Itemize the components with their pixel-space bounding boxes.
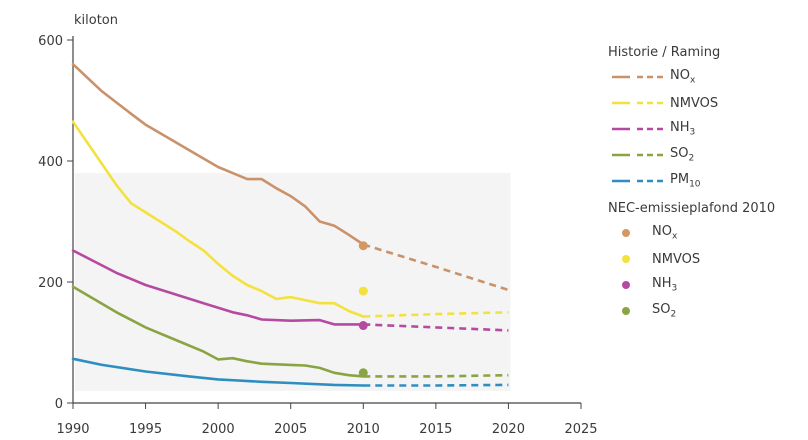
legend-label: NMVOS [670, 95, 719, 111]
y-tick-label: 600 [38, 34, 63, 49]
x-tick-label: 2005 [274, 422, 307, 437]
legend-dot-swatch [622, 229, 630, 237]
emissions-chart: kiloton 0 200 400 600 1990 1995 2000 2005 2010 20… [38, 13, 597, 437]
y-axis-unit-label: kiloton [74, 13, 118, 28]
legend-dot-swatch [622, 281, 630, 289]
nec-ceiling-nh3-dot [358, 321, 368, 331]
legend-label: PM10 [670, 172, 701, 190]
axes: 0 200 400 600 1990 1995 2000 2005 2010 2015 2020 20… [38, 34, 597, 437]
legend-ceiling-entry: SO2 [608, 298, 803, 324]
legend-label: NH3 [652, 276, 678, 294]
series-layer [71, 62, 509, 387]
legend-line-swatch [612, 101, 664, 105]
legend-ceiling-entries: NOx NMVOS NH3 SO2 [608, 220, 803, 324]
series-pm10-history-line [71, 357, 365, 387]
legend-line-swatch [612, 179, 664, 183]
legend-line-entries: NOx NMVOS NH3 SO2 PM10 [608, 64, 803, 194]
legend-dot-swatch [622, 255, 630, 263]
legend-entry: NH3 [608, 116, 803, 142]
plot-shading [75, 173, 511, 391]
series-nmvos-history-line [71, 120, 365, 318]
y-tick-label: 200 [38, 276, 63, 291]
series-nox-history-line [71, 62, 365, 246]
x-tick-label: 2000 [202, 422, 235, 437]
legend-label: NH3 [670, 120, 696, 138]
plot-background [75, 173, 511, 391]
series-nmvos-projection-line [363, 311, 509, 318]
series-nox-projection-line [362, 243, 509, 292]
y-tick-label: 400 [38, 155, 63, 170]
legend-line-swatch [612, 153, 664, 157]
x-tick-label: 1990 [56, 422, 89, 437]
legend-ceiling-entry: NMVOS [608, 246, 803, 272]
legend-entry: NOx [608, 64, 803, 90]
nec-ceiling-markers [358, 241, 368, 378]
legend-label: SO2 [670, 146, 695, 164]
legend-label: SO2 [652, 302, 677, 320]
legend-label: NMVOS [652, 251, 701, 267]
x-tick-label: 2015 [419, 422, 452, 437]
legend-heading-history: Historie / Raming [608, 45, 721, 60]
legend-ceiling-entry: NH3 [608, 272, 803, 298]
x-tick-label: 2020 [492, 422, 525, 437]
legend-entry: NMVOS [608, 90, 803, 116]
legend-ceiling-entry: NOx [608, 220, 803, 246]
y-tick-label: 0 [55, 397, 63, 412]
legend-label: NOx [670, 68, 696, 86]
nec-ceiling-nmvos-dot [358, 286, 368, 296]
nec-ceiling-so2-dot [358, 368, 368, 378]
legend-line-swatch [612, 75, 664, 79]
legend-entry: PM10 [608, 168, 803, 194]
legend-line-swatch [612, 127, 664, 131]
x-tick-label: 2025 [564, 422, 597, 437]
x-tick-label: 2010 [347, 422, 380, 437]
legend-heading-ceiling: NEC-emissieplafond 2010 [608, 201, 776, 216]
nec-ceiling-nox-dot [358, 241, 368, 251]
series-so2-history-line [71, 285, 365, 378]
x-tick-label: 1995 [129, 422, 162, 437]
series-nh3-history-line [71, 249, 365, 326]
legend-dot-swatch [622, 307, 630, 315]
series-nh3-projection-line [363, 323, 509, 332]
legend: Historie / Raming NOx NMVOS NH3 SO2 PM10 NEC… [608, 40, 803, 324]
series-so2-projection-line [363, 373, 509, 378]
legend-entry: SO2 [608, 142, 803, 168]
series-pm10-projection-line [363, 383, 509, 387]
legend-label: NOx [652, 224, 678, 242]
